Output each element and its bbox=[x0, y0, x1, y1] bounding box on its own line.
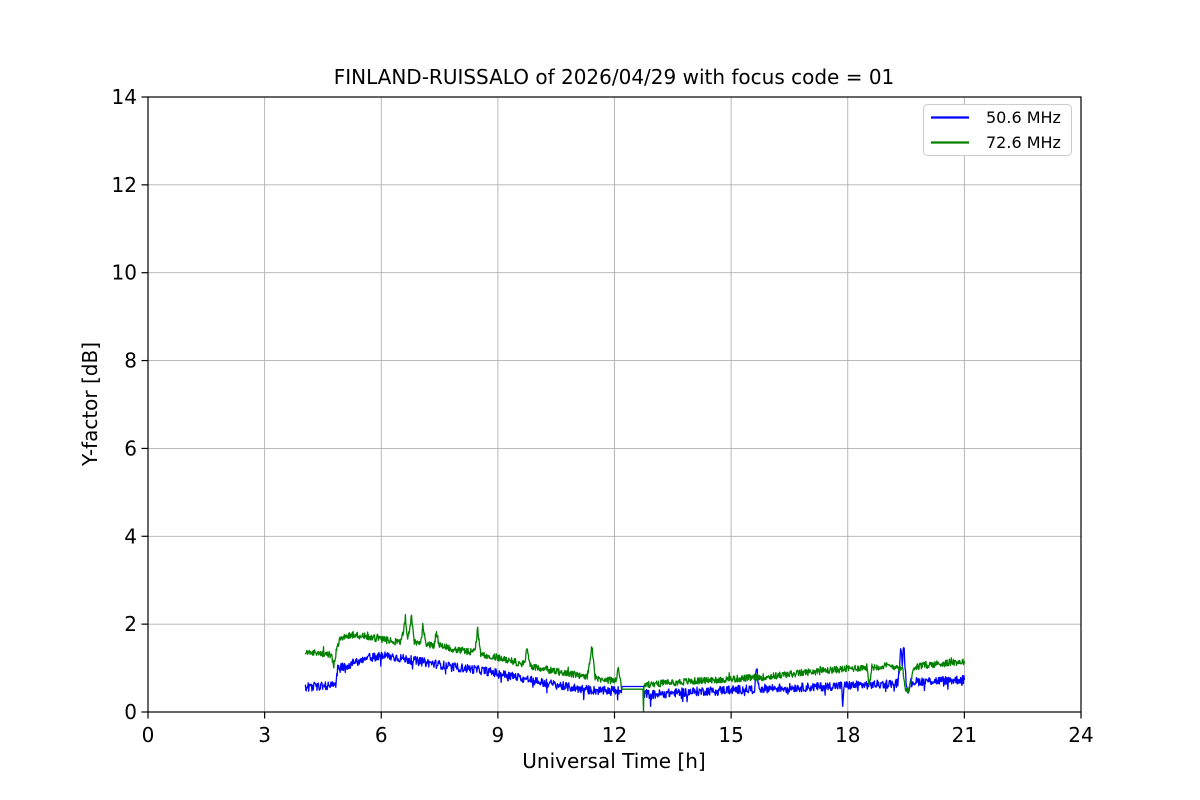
x-axis-label: Universal Time [h] bbox=[522, 749, 705, 773]
y-tick-label-8: 8 bbox=[124, 349, 137, 373]
x-tick-label-6: 6 bbox=[375, 723, 388, 747]
y-tick-label-2: 2 bbox=[124, 612, 137, 636]
x-tick-label-3: 3 bbox=[258, 723, 271, 747]
data-series bbox=[304, 613, 966, 712]
y-tick-label-0: 0 bbox=[124, 700, 137, 724]
y-axis-label: Y-factor [dB] bbox=[78, 342, 102, 467]
x-tick-label-0: 0 bbox=[142, 723, 155, 747]
y-tick-label-10: 10 bbox=[112, 261, 137, 285]
series-line-72-6-mhz bbox=[304, 613, 966, 712]
legend-label-50-6mhz: 50.6 MHz bbox=[986, 108, 1061, 127]
x-tick-label-24: 24 bbox=[1068, 723, 1093, 747]
x-tick-label-21: 21 bbox=[952, 723, 977, 747]
series-line-50-6-mhz bbox=[304, 647, 966, 707]
legend: 50.6 MHz 72.6 MHz bbox=[923, 104, 1072, 156]
gridlines bbox=[148, 97, 1081, 712]
x-tick-label-12: 12 bbox=[602, 723, 627, 747]
x-tick-label-15: 15 bbox=[718, 723, 743, 747]
y-tick-label-6: 6 bbox=[124, 436, 137, 460]
y-tick-label-12: 12 bbox=[112, 173, 137, 197]
y-tick-label-14: 14 bbox=[112, 85, 137, 109]
x-tick-label-18: 18 bbox=[835, 723, 860, 747]
y-tick-label-4: 4 bbox=[124, 524, 137, 548]
chart-title: FINLAND-RUISSALO of 2026/04/29 with focu… bbox=[334, 65, 895, 89]
legend-label-72-6mhz: 72.6 MHz bbox=[986, 133, 1061, 152]
x-tick-label-9: 9 bbox=[492, 723, 505, 747]
